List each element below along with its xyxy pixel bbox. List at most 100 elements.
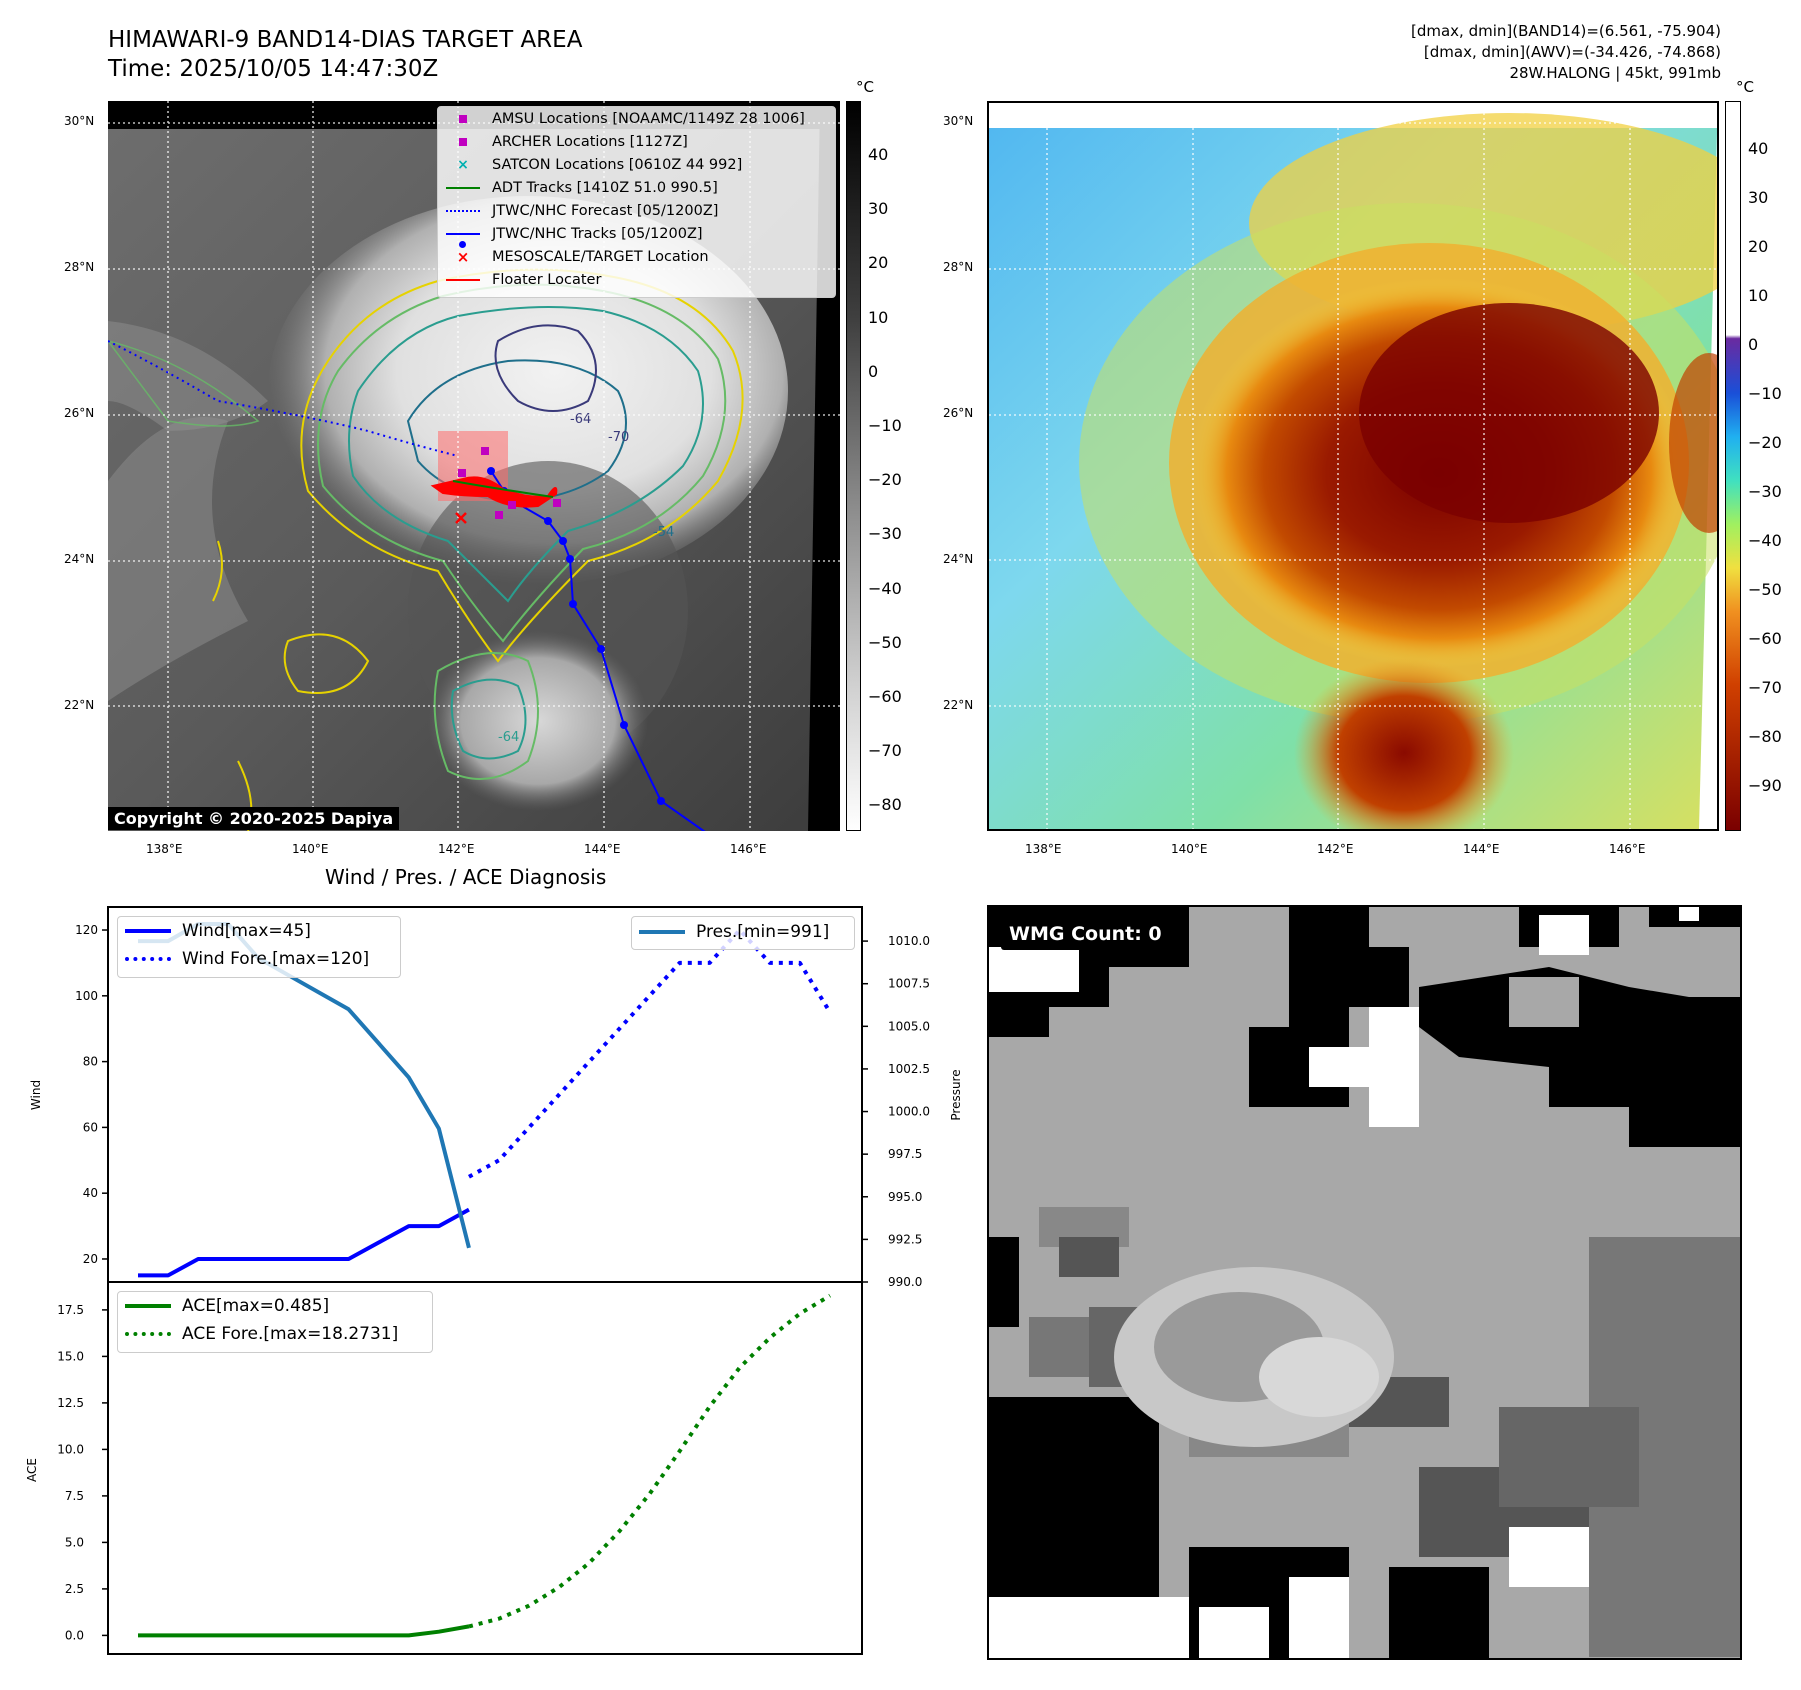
- colorbar-tick-label: 0: [868, 361, 879, 381]
- colorbar-tick-label: −60: [1748, 629, 1782, 648]
- ir-colorbar: [846, 101, 861, 831]
- pressure-tick-label: 995.0: [888, 1190, 922, 1204]
- legend-label: Wind Fore.[max=120]: [182, 949, 370, 969]
- colorbar-tick-label: −20: [1748, 433, 1782, 452]
- legend-label: MESOSCALE/TARGET Location: [492, 248, 709, 265]
- lat-label: 22°N: [943, 698, 974, 712]
- legend-item-ace: ACE[max=0.485]: [118, 1292, 432, 1320]
- lat-label: 26°N: [64, 406, 95, 420]
- storm-summary: 28W.HALONG | 45kt, 991mb: [1509, 64, 1721, 82]
- contour-label: -70: [608, 430, 629, 445]
- colorbar-tick-label: −30: [1748, 482, 1782, 501]
- target-x-marker: [455, 512, 467, 524]
- wind-tick-label: 80: [83, 1055, 98, 1069]
- legend-item-pressure: Pres.[min=991]: [632, 917, 854, 947]
- colorbar-tick-label: 20: [1748, 237, 1769, 256]
- floater-locator: [430, 476, 558, 508]
- floater-line-icon: [444, 278, 482, 281]
- forecast-track: [108, 340, 459, 457]
- colorbar-tick-label: 10: [868, 307, 889, 327]
- legend-item-target: × MESOSCALE/TARGET Location: [438, 245, 835, 268]
- lon-label: 138°E: [1025, 842, 1062, 856]
- lon-label: 140°E: [292, 842, 329, 856]
- ir-colorbar-unit: °C: [856, 78, 874, 96]
- legend-item-wind: Wind[max=45]: [118, 917, 400, 945]
- lat-label: 24°N: [943, 552, 974, 566]
- contour-label: -64: [570, 412, 591, 427]
- archer-square-icon: [444, 137, 482, 146]
- wmg-grid: [989, 907, 1740, 1658]
- lat-label: 22°N: [64, 698, 95, 712]
- legend-item-wind-fore: Wind Fore.[max=120]: [118, 945, 400, 973]
- pressure-tick-label: 1000.0: [888, 1105, 930, 1119]
- enhanced-colorbar: [1725, 101, 1741, 831]
- lon-label: 142°E: [1317, 842, 1354, 856]
- pressure-ylabel: Pressure: [949, 1069, 960, 1120]
- wind-tick-label: 120: [75, 923, 98, 937]
- legend-label: Wind[max=45]: [182, 921, 311, 941]
- enhanced-map-panel: [987, 101, 1719, 831]
- colorbar-tick-label: −50: [868, 632, 902, 652]
- enhanced-colorbar-unit: °C: [1736, 78, 1754, 96]
- colorbar-tick-label: −50: [1748, 580, 1782, 599]
- colorbar-tick-label: 10: [1748, 286, 1769, 305]
- ace-plot: [138, 1293, 832, 1638]
- colorbar-tick-label: −40: [1748, 531, 1782, 550]
- lon-label: 146°E: [1609, 842, 1646, 856]
- enhanced-gridlines: [989, 103, 1717, 829]
- lat-label: 26°N: [943, 406, 974, 420]
- adt-track: [452, 480, 554, 498]
- legend-label: Floater Locater: [492, 271, 602, 288]
- lon-label: 146°E: [730, 842, 767, 856]
- pressure-tick-label: 1002.5: [888, 1062, 930, 1076]
- legend-label: Pres.[min=991]: [696, 922, 830, 942]
- pressure-line-icon: [638, 930, 686, 934]
- track-line-dot-icon: [444, 232, 482, 248]
- lat-label: 30°N: [64, 114, 95, 128]
- wind-plot: [138, 928, 832, 1278]
- pressure-axis-ticks: 1010.0 1007.5 1005.0 1002.5 1000.0 997.5 995.0…: [862, 934, 930, 1289]
- ace-line: [138, 1624, 470, 1638]
- colorbar-tick-label: 40: [1748, 139, 1769, 158]
- lon-label: 140°E: [1171, 842, 1208, 856]
- ace-ylabel: ACE: [25, 1458, 39, 1482]
- legend-item-amsu: AMSU Locations [NOAAMC/1149Z 28 1006]: [438, 107, 835, 130]
- lat-label: 28°N: [64, 260, 95, 274]
- ace-axes: [107, 1281, 863, 1655]
- ace-tick-label: 5.0: [65, 1535, 84, 1549]
- satcon-x-icon: ×: [457, 156, 469, 173]
- wmg-panel: [987, 905, 1742, 1660]
- enhanced-ir-map: [989, 103, 1717, 829]
- legend-item-satcon: × SATCON Locations [0610Z 44 992]: [438, 153, 835, 176]
- ace-tick-label: 17.5: [57, 1303, 84, 1317]
- legend-label: ARCHER Locations [1127Z]: [492, 133, 688, 150]
- legend-item-adt: ADT Tracks [1410Z 51.0 990.5]: [438, 176, 835, 199]
- colorbar-tick-label: 40: [868, 145, 889, 164]
- ace-solid-line-icon: [124, 1304, 172, 1308]
- legend-label: JTWC/NHC Tracks [05/1200Z]: [492, 225, 703, 242]
- ace-tick-label: 15.0: [57, 1349, 84, 1363]
- ace-legend: ACE[max=0.485] ACE Fore.[max=18.2731]: [117, 1291, 433, 1353]
- wind-legend: Wind[max=45] Wind Fore.[max=120]: [117, 916, 401, 978]
- colorbar-tick-label: −70: [868, 741, 902, 761]
- ace-tick-label: 0.0: [65, 1628, 84, 1642]
- target-x-icon: ×: [456, 247, 470, 266]
- legend-item-forecast: JTWC/NHC Forecast [05/1200Z]: [438, 199, 835, 222]
- forecast-dotted-line-icon: [444, 209, 482, 212]
- wind-forecast-line: [467, 928, 832, 1179]
- colorbar-tick-label: −80: [868, 795, 902, 815]
- pressure-tick-label: 1010.0: [888, 934, 930, 948]
- wind-tick-label: 60: [83, 1120, 98, 1134]
- pressure-legend: Pres.[min=991]: [631, 916, 855, 950]
- colorbar-tick-label: 30: [1748, 188, 1769, 207]
- pressure-tick-label: 1005.0: [888, 1019, 930, 1033]
- adt-line-icon: [444, 186, 482, 189]
- colorbar-tick-label: −10: [868, 416, 902, 435]
- legend-item-floater: Floater Locater: [438, 268, 835, 291]
- pressure-tick-label: 1007.5: [888, 977, 930, 991]
- wind-tick-label: 40: [83, 1186, 98, 1200]
- archer-markers: [458, 447, 561, 519]
- ace-tick-label: 2.5: [65, 1582, 84, 1596]
- lon-label: 144°E: [584, 842, 621, 856]
